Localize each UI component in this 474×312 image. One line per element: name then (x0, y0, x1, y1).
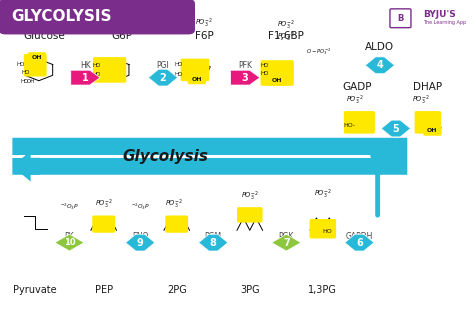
Text: F1,6BP: F1,6BP (268, 31, 304, 41)
Text: 9: 9 (137, 238, 144, 248)
Text: $PO_3^{-2}$: $PO_3^{-2}$ (314, 188, 332, 202)
Text: 1: 1 (82, 73, 89, 83)
Polygon shape (126, 234, 155, 251)
Text: HO: HO (174, 72, 183, 77)
Text: DHAP: DHAP (413, 82, 442, 92)
Text: GLYCOLYSIS: GLYCOLYSIS (11, 9, 111, 24)
Text: 2: 2 (160, 73, 166, 83)
Text: ENO: ENO (132, 232, 148, 241)
FancyBboxPatch shape (93, 57, 126, 83)
Text: OH: OH (191, 77, 202, 82)
Text: HO: HO (92, 72, 100, 77)
Text: $PO_3^{-2}$: $PO_3^{-2}$ (412, 94, 430, 107)
Text: Glycolysis: Glycolysis (122, 149, 208, 164)
Text: 4: 4 (376, 60, 383, 70)
FancyBboxPatch shape (344, 111, 375, 134)
FancyBboxPatch shape (24, 54, 46, 76)
Text: PFK: PFK (238, 61, 252, 70)
FancyArrow shape (12, 151, 40, 182)
Polygon shape (71, 70, 100, 85)
Polygon shape (365, 57, 394, 74)
FancyBboxPatch shape (12, 138, 407, 175)
Text: 2PG: 2PG (167, 285, 187, 295)
Text: $PO_3^{-2}$: $PO_3^{-2}$ (346, 94, 364, 107)
FancyBboxPatch shape (28, 52, 46, 62)
Text: HO: HO (17, 62, 25, 67)
Text: HO: HO (260, 63, 269, 68)
FancyBboxPatch shape (237, 207, 263, 222)
Text: PGK: PGK (279, 232, 294, 241)
Text: $PO_3^{-2}$: $PO_3^{-2}$ (95, 197, 113, 211)
Text: $PO_3^{-2}$: $PO_3^{-2}$ (277, 31, 295, 44)
Text: 3: 3 (242, 73, 248, 83)
Text: GADP: GADP (342, 82, 372, 92)
Text: HO: HO (20, 79, 28, 84)
Text: Glucose: Glucose (23, 31, 65, 41)
Polygon shape (55, 234, 84, 251)
Text: 8: 8 (210, 238, 217, 248)
Text: 7: 7 (283, 238, 290, 248)
Text: 1,3PG: 1,3PG (309, 285, 337, 295)
FancyBboxPatch shape (268, 76, 286, 86)
Text: $PO_3^{-2}$: $PO_3^{-2}$ (165, 197, 183, 211)
Text: $^{-2}O_3P$: $^{-2}O_3P$ (60, 202, 79, 212)
Text: BYJU'S: BYJU'S (423, 10, 456, 19)
Text: $^{-2}O_3P$: $^{-2}O_3P$ (131, 202, 150, 212)
Text: HO: HO (174, 62, 183, 67)
Polygon shape (381, 120, 410, 137)
Text: PGI: PGI (157, 61, 169, 70)
Text: OH: OH (32, 55, 42, 60)
FancyBboxPatch shape (0, 0, 195, 34)
FancyBboxPatch shape (310, 219, 336, 238)
Text: $PO_3^{-2}$: $PO_3^{-2}$ (277, 18, 295, 32)
Text: HO: HO (323, 229, 333, 234)
FancyBboxPatch shape (188, 74, 206, 84)
Text: OH: OH (427, 128, 438, 133)
FancyBboxPatch shape (423, 125, 442, 136)
FancyBboxPatch shape (415, 111, 441, 134)
Text: PK: PK (64, 232, 74, 241)
Text: ALDO: ALDO (365, 42, 394, 52)
Polygon shape (199, 234, 228, 251)
Text: 10: 10 (64, 238, 75, 247)
Polygon shape (345, 234, 374, 251)
Text: HO: HO (260, 71, 269, 76)
FancyBboxPatch shape (92, 216, 115, 233)
FancyBboxPatch shape (181, 59, 210, 81)
Text: 6: 6 (356, 238, 363, 248)
Text: The Learning App: The Learning App (423, 20, 466, 25)
Text: TPI: TPI (390, 130, 401, 139)
Text: Pyruvate: Pyruvate (13, 285, 57, 295)
Text: HK: HK (80, 61, 91, 70)
Text: B: B (397, 14, 404, 22)
Text: HO: HO (92, 63, 100, 68)
Text: $O-PO_3^{-2}$: $O-PO_3^{-2}$ (306, 46, 331, 57)
Text: 3PG: 3PG (240, 285, 260, 295)
Text: GAPDH: GAPDH (346, 232, 373, 241)
Text: OH: OH (272, 78, 283, 83)
FancyBboxPatch shape (12, 155, 373, 158)
Text: $PO_3^{-2}$: $PO_3^{-2}$ (241, 190, 259, 203)
FancyBboxPatch shape (261, 60, 294, 86)
Polygon shape (231, 70, 260, 85)
Polygon shape (272, 234, 301, 251)
Text: $PO_3^{-2}$: $PO_3^{-2}$ (195, 17, 213, 30)
Text: OH: OH (27, 79, 35, 84)
Text: 5: 5 (392, 124, 399, 134)
Text: HO: HO (21, 71, 30, 76)
Text: $PO_3^{-2}$: $PO_3^{-2}$ (113, 17, 131, 30)
Text: HO-: HO- (343, 123, 356, 128)
Text: G6P: G6P (111, 31, 132, 41)
Polygon shape (148, 69, 178, 86)
Text: PEP: PEP (95, 285, 113, 295)
Text: F6P: F6P (195, 31, 213, 41)
Text: PGM: PGM (205, 232, 222, 241)
FancyBboxPatch shape (165, 216, 188, 233)
